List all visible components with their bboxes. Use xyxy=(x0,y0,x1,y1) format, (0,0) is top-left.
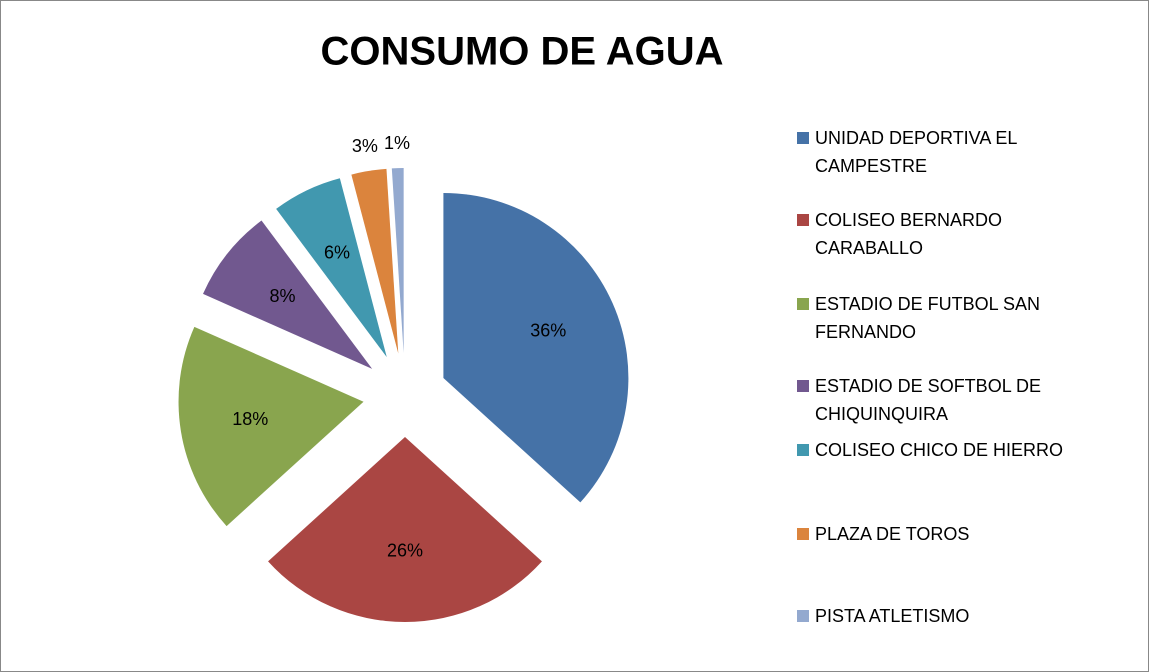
legend-label: PISTA ATLETISMO xyxy=(815,606,970,626)
legend-item: COLISEO BERNARDO CARABALLO xyxy=(797,206,1137,262)
pie-slice xyxy=(178,326,364,527)
legend-swatch xyxy=(797,610,809,622)
legend-label: COLISEO CHICO DE HIERRO xyxy=(815,440,1064,460)
data-label: 36% xyxy=(530,320,566,340)
pie-slice xyxy=(276,178,387,358)
pie-slice xyxy=(351,168,399,354)
legend-swatch xyxy=(797,298,809,310)
legend-item: UNIDAD DEPORTIVA EL CAMPESTRE xyxy=(797,124,1137,180)
legend-item: ESTADIO DE SOFTBOL DE CHIQUINQUIRA xyxy=(797,372,1137,428)
chart-title: CONSUMO DE AGUA xyxy=(321,30,724,74)
legend-label: ESTADIO DE FUTBOL SAN FERNANDO xyxy=(815,294,1041,342)
legend-item: PISTA ATLETISMO xyxy=(797,602,1137,630)
data-label: 3% xyxy=(352,136,378,156)
legend-item: PLAZA DE TOROS xyxy=(797,520,1137,548)
pie-slice xyxy=(391,168,404,354)
data-label: 18% xyxy=(232,409,268,429)
data-label: 8% xyxy=(269,286,295,306)
legend-item: COLISEO CHICO DE HIERRO xyxy=(797,436,1137,464)
pie-slice xyxy=(268,437,542,622)
pie-slice xyxy=(443,192,629,503)
legend-swatch xyxy=(797,380,809,392)
legend-swatch xyxy=(797,528,809,540)
data-label: 26% xyxy=(387,540,423,560)
legend-label: UNIDAD DEPORTIVA EL CAMPESTRE xyxy=(815,128,1017,176)
pie-slice xyxy=(202,220,373,369)
legend-swatch xyxy=(797,132,809,144)
legend-item: ESTADIO DE FUTBOL SAN FERNANDO xyxy=(797,290,1137,346)
legend-swatch xyxy=(797,444,809,456)
data-label: 6% xyxy=(324,243,350,263)
legend-label: COLISEO BERNARDO CARABALLO xyxy=(815,210,1003,258)
legend-swatch xyxy=(797,214,809,226)
legend-label: ESTADIO DE SOFTBOL DE CHIQUINQUIRA xyxy=(815,376,1042,424)
data-label: 1% xyxy=(384,133,410,153)
legend-label: PLAZA DE TOROS xyxy=(815,524,970,544)
